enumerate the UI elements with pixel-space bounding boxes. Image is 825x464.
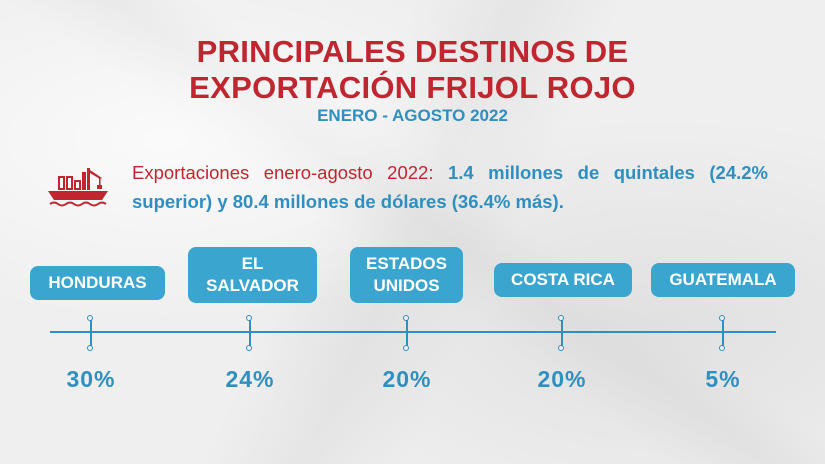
timeline-marker-el-salvador (246, 315, 252, 351)
timeline-marker-honduras (87, 315, 93, 351)
destination-label-costa-rica: COSTA RICA (494, 263, 632, 297)
timeline-axis (50, 331, 776, 333)
destination-label-el-salvador: EL SALVADOR (188, 247, 317, 303)
destination-label-guatemala: GUATEMALA (651, 263, 795, 297)
page-title: PRINCIPALES DESTINOS DE EXPORTACIÓN FRIJ… (0, 34, 825, 106)
destination-label-honduras: HONDURAS (30, 266, 165, 300)
destination-label-estados-unidos: ESTADOS UNIDOS (350, 247, 463, 303)
destination-share-el-salvador: 24% (225, 366, 275, 392)
cargo-ship-icon (48, 168, 108, 207)
timeline-marker-guatemala (719, 315, 725, 351)
destination-share-estados-unidos: 20% (382, 366, 432, 392)
summary-lead: Exportaciones enero-agosto 2022: (132, 162, 448, 183)
destination-share-guatemala: 5% (705, 366, 741, 392)
export-summary: Exportaciones enero-agosto 2022: 1.4 mil… (132, 158, 768, 216)
summary-quintales: 1.4 millones de quintales (447, 162, 695, 183)
timeline-marker-costa-rica (558, 315, 564, 351)
destination-share-honduras: 30% (66, 366, 116, 392)
timeline-marker-estados-unidos (403, 315, 409, 351)
page-subtitle: ENERO - AGOSTO 2022 (317, 106, 508, 125)
summary-rest: (24.2% superior) y 80.4 millones de dóla… (132, 162, 769, 212)
destination-share-costa-rica: 20% (537, 366, 587, 392)
title-line-2: EXPORTACIÓN FRIJOL ROJO (189, 70, 636, 105)
title-line-1: PRINCIPALES DESTINOS DE (196, 34, 629, 69)
